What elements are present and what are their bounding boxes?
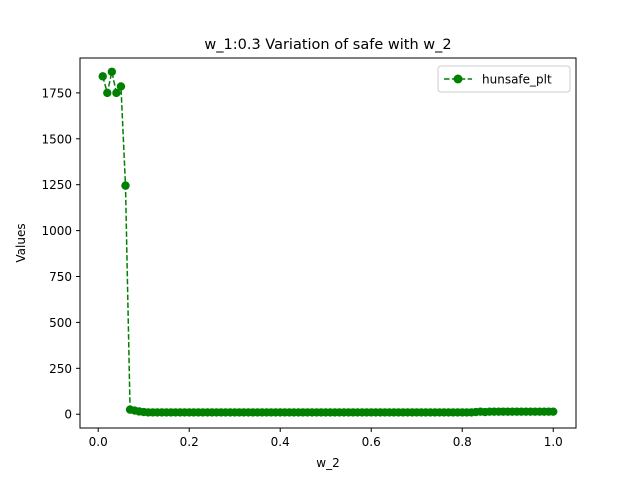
x-tick-label: 0.6: [362, 435, 381, 449]
legend-marker: [453, 74, 463, 84]
y-tick-label: 1750: [41, 86, 72, 100]
y-tick-label: 750: [49, 270, 72, 284]
axis-ticks: 0.0 0.2 0.4 0.6 0.8 1.0 0 250 500 750 1000 1250 1500…: [41, 86, 562, 449]
data-point: [116, 82, 126, 91]
legend-box: [437, 65, 571, 93]
x-tick-label: 1.0: [544, 435, 563, 449]
data-point: [98, 72, 107, 81]
x-axis-title: w_2: [316, 456, 339, 470]
x-tick-label: 0.0: [89, 435, 108, 449]
x-tick-label: 0.2: [180, 435, 199, 449]
y-tick-label: 1250: [41, 178, 72, 192]
y-tick-label: 250: [49, 362, 72, 376]
y-axis-title: Values: [14, 223, 28, 262]
data-point: [549, 407, 558, 416]
chart-title: w_1:0.3 Variation of safe with w_2: [204, 37, 451, 53]
data-point: [107, 67, 117, 76]
y-tick-label: 1500: [41, 132, 72, 146]
x-tick-label: 0.8: [453, 435, 472, 449]
y-tick-label: 0: [64, 408, 72, 422]
legend: hunsafe_plt: [437, 65, 571, 93]
data-point: [121, 181, 130, 190]
data-point: [103, 88, 112, 98]
plot-frame: [79, 57, 577, 429]
y-tick-label: 1000: [41, 224, 72, 238]
y-tick-label: 500: [49, 316, 72, 330]
series-layer: [98, 67, 558, 417]
x-tick-label: 0.4: [271, 435, 290, 449]
legend-label: hunsafe_plt: [482, 73, 552, 87]
plot-area: [80, 58, 576, 428]
data-point: [112, 88, 121, 98]
